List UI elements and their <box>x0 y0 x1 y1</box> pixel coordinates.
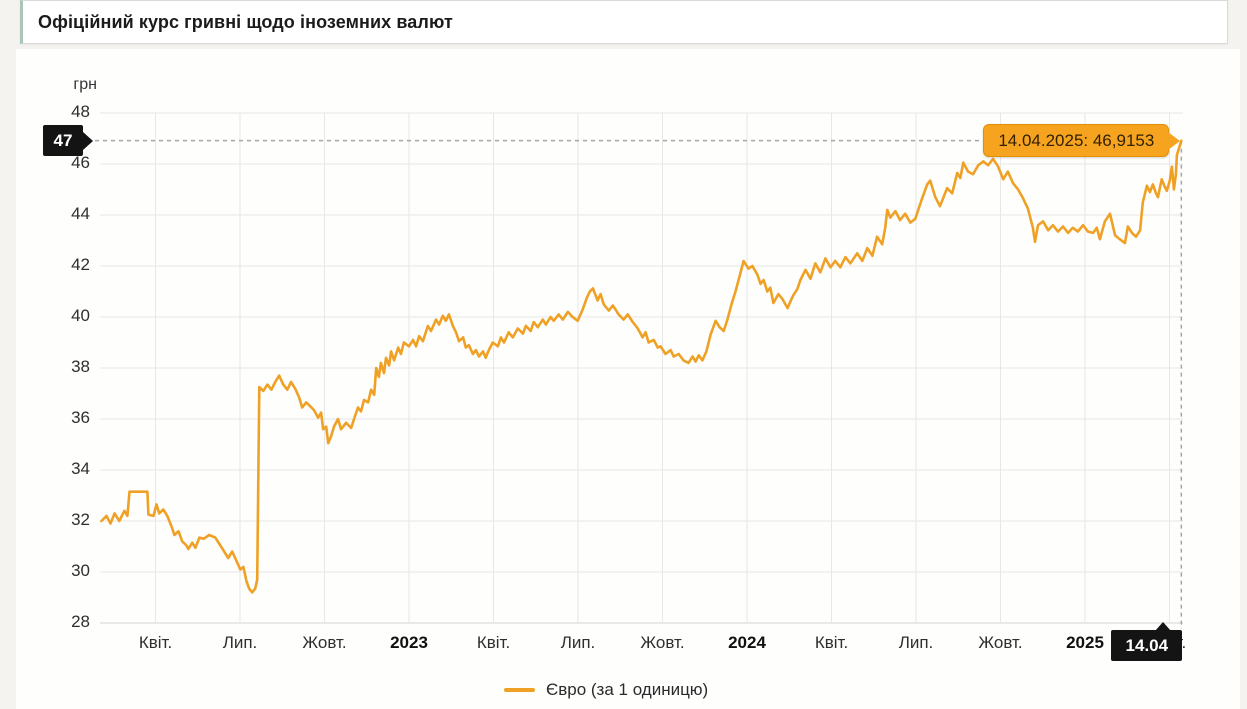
x-tick-label: Лип. <box>560 633 596 652</box>
y-tick-label: 48 <box>71 102 90 121</box>
series-line-euro[interactable] <box>100 139 1183 594</box>
legend-line-swatch <box>504 688 535 692</box>
y-tick-label: 30 <box>71 561 90 580</box>
x-tick-label: Квіт. <box>814 633 849 652</box>
x-tick-label: Жовт. <box>640 633 685 652</box>
x-tick-label: Квіт. <box>476 633 511 652</box>
current-value-y-badge: 47 <box>43 125 83 157</box>
y-tick-label: 44 <box>71 204 90 223</box>
y-tick-label: 46 <box>71 153 90 172</box>
y-tick-label: 40 <box>71 306 90 325</box>
x-tick-label: Лип. <box>898 633 934 652</box>
current-date-x-badge: 14.04 <box>1111 622 1183 661</box>
y-axis-unit-label: грн <box>73 76 97 93</box>
x-tick-label: Квіт. <box>138 633 173 652</box>
y-tick-label: 32 <box>71 510 90 529</box>
page-title: Офіційний курс гривні щодо іноземних вал… <box>38 11 453 32</box>
chart-card <box>16 49 1240 709</box>
value-tooltip: 14.04.2025: 46,9153 <box>983 124 1170 158</box>
x-tick-label: 2024 <box>728 633 766 652</box>
y-tick-label: 36 <box>71 408 90 427</box>
x-tick-label: Жовт. <box>302 633 347 652</box>
x-tick-label: Жовт. <box>978 633 1023 652</box>
legend-label: Євро (за 1 одиницю) <box>546 680 709 699</box>
y-tick-label: 42 <box>71 255 90 274</box>
x-tick-label: 2025 <box>1066 633 1104 652</box>
y-tick-label: 28 <box>71 612 90 631</box>
legend[interactable]: Євро (за 1 одиницю) <box>504 679 708 701</box>
y-tick-label: 38 <box>71 357 90 376</box>
x-tick-label: 2023 <box>390 633 428 652</box>
y-tick-label: 34 <box>71 459 90 478</box>
title-card: Офіційний курс гривні щодо іноземних вал… <box>20 0 1228 44</box>
x-tick-label: Лип. <box>222 633 258 652</box>
